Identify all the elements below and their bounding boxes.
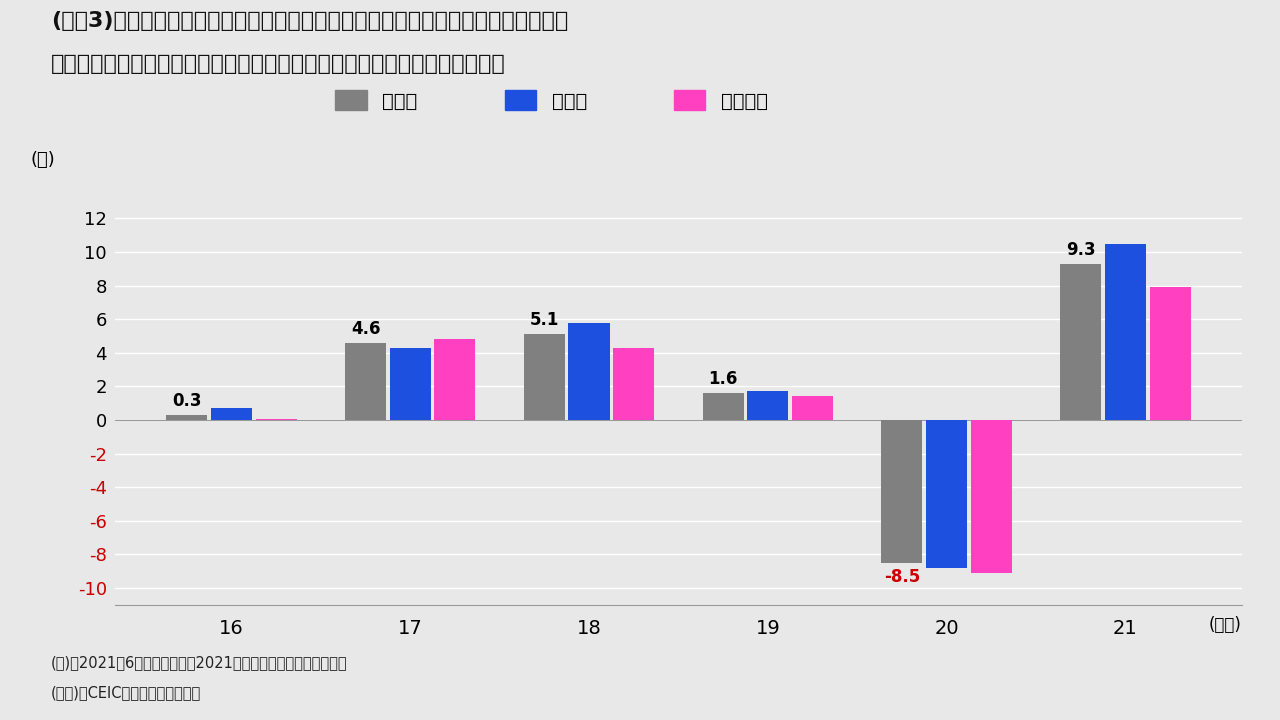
Bar <box>1060 264 1101 420</box>
Text: 4.6: 4.6 <box>351 320 380 338</box>
Text: 1.6: 1.6 <box>708 370 737 388</box>
Bar <box>524 334 564 420</box>
Bar <box>166 415 207 420</box>
Bar <box>344 343 387 420</box>
Text: (図衐3)　日本：日銀短観による設備投資の前年度比伸び率　（ソフトウェアと研究: (図衐3) 日本：日銀短観による設備投資の前年度比伸び率 （ソフトウェアと研究 <box>51 11 568 31</box>
Bar <box>792 397 833 420</box>
Text: -8.5: -8.5 <box>883 568 920 586</box>
Text: 0.3: 0.3 <box>172 392 201 410</box>
Text: (出所)　CEICよりインベスコ作成: (出所) CEICよりインベスコ作成 <box>51 685 201 701</box>
Bar <box>925 420 968 568</box>
Text: 5.1: 5.1 <box>530 311 559 329</box>
Legend: 全産業, 製造業, 非製造業: 全産業, 製造業, 非製造業 <box>328 82 776 118</box>
Bar <box>1149 287 1190 420</box>
Text: (年度): (年度) <box>1208 616 1242 634</box>
Text: (％): (％) <box>31 151 55 169</box>
Text: 開発を含み、土地投資を含まないベース。全規模全産業の計数）: 開発を含み、土地投資を含まないベース。全規模全産業の計数） <box>51 54 506 74</box>
Bar <box>434 339 475 420</box>
Bar <box>882 420 923 563</box>
Bar <box>613 348 654 420</box>
Text: (注)　2021年6月調査による　2021年度分は企業の計画ベース。: (注) 2021年6月調査による 2021年度分は企業の計画ベース。 <box>51 655 348 670</box>
Bar <box>568 323 609 420</box>
Bar <box>703 393 744 420</box>
Bar <box>970 420 1012 573</box>
Bar <box>256 419 297 420</box>
Bar <box>748 392 788 420</box>
Text: 9.3: 9.3 <box>1066 240 1096 258</box>
Bar <box>1105 243 1146 420</box>
Bar <box>211 408 252 420</box>
Bar <box>389 348 431 420</box>
